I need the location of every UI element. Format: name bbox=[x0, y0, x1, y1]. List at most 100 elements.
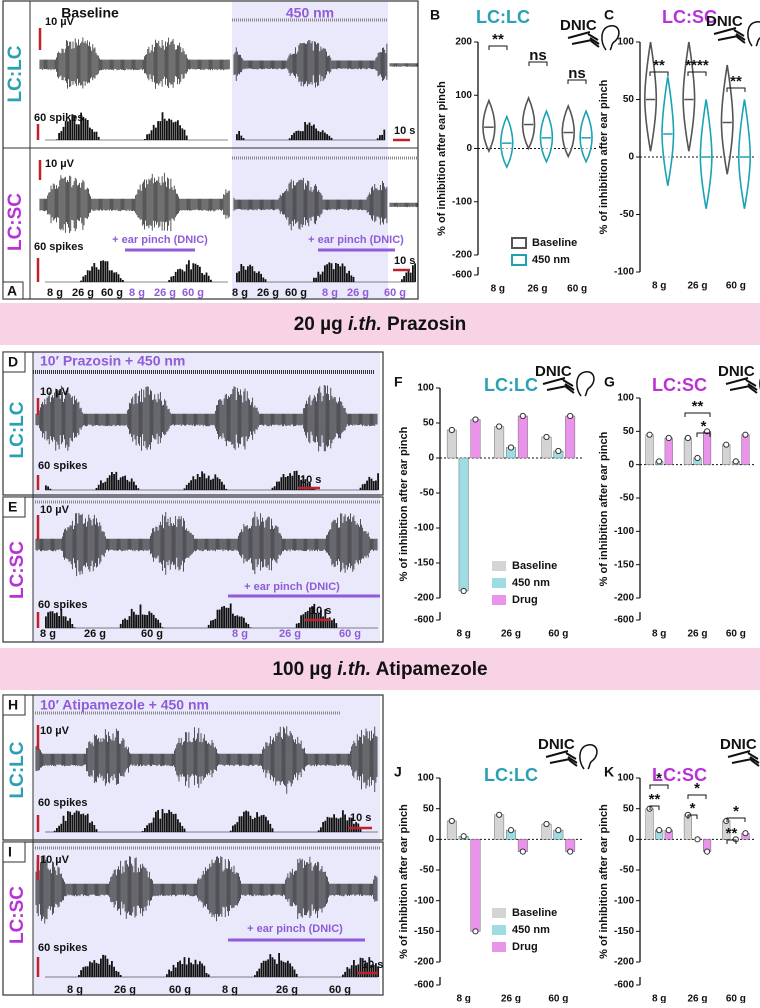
mean-dot bbox=[666, 435, 671, 440]
label: 450 nm bbox=[286, 5, 334, 21]
label: % of inhibition after ear pinch bbox=[398, 426, 410, 581]
bar bbox=[684, 438, 692, 465]
label: 60 g bbox=[329, 984, 351, 996]
label: LC:SC bbox=[5, 193, 26, 251]
bar bbox=[542, 437, 551, 458]
label: K bbox=[604, 764, 614, 780]
label: LC:LC bbox=[7, 741, 28, 798]
mean-dot bbox=[743, 831, 748, 836]
mean-dot bbox=[724, 818, 729, 823]
label: -150 bbox=[414, 558, 434, 569]
label: 60 g bbox=[548, 994, 568, 1003]
legend-swatch bbox=[512, 238, 526, 248]
label: Drug bbox=[512, 941, 538, 953]
label: 60 spikes bbox=[38, 942, 88, 954]
label: 10 s bbox=[350, 812, 371, 824]
label: 60 g bbox=[339, 628, 361, 640]
label: 26 g bbox=[276, 984, 298, 996]
label: ns bbox=[529, 47, 547, 64]
label: 8 g bbox=[652, 629, 666, 640]
label: % of inhibition after ear pinch bbox=[436, 81, 448, 236]
banner: 100 µg i.th. Atipamezole bbox=[272, 659, 487, 680]
label: 10 s bbox=[394, 125, 415, 137]
bar bbox=[665, 438, 673, 465]
label: + ear pinch (DNIC) bbox=[308, 234, 404, 246]
label: 8 g bbox=[67, 984, 83, 996]
label: 200 bbox=[455, 37, 472, 48]
label: 50 bbox=[623, 426, 635, 437]
label: 100 bbox=[617, 393, 634, 404]
bar bbox=[646, 435, 654, 465]
label: LC:SC bbox=[7, 886, 28, 944]
label: 60 g bbox=[141, 628, 163, 640]
label: 60 spikes bbox=[38, 460, 88, 472]
mean-dot bbox=[657, 459, 662, 464]
mean-dot bbox=[449, 818, 454, 823]
dose: 100 µg bbox=[272, 659, 332, 680]
label: 26 g bbox=[687, 281, 707, 292]
label: **** bbox=[685, 57, 709, 74]
mean-dot bbox=[556, 828, 561, 833]
label: 100 bbox=[617, 773, 634, 784]
label: LC:LC bbox=[476, 7, 530, 27]
label: -200 bbox=[414, 957, 434, 968]
ear-icon bbox=[748, 22, 760, 46]
label: -600 bbox=[452, 270, 472, 281]
trace bbox=[390, 63, 418, 67]
label: * bbox=[701, 418, 707, 435]
label: C bbox=[604, 7, 614, 23]
mean-dot bbox=[733, 459, 738, 464]
label: 450 nm bbox=[512, 924, 550, 936]
label: 10 s bbox=[310, 605, 331, 617]
dose: 20 µg bbox=[294, 314, 343, 335]
mean-dot bbox=[520, 413, 525, 418]
label: 10 s bbox=[362, 959, 383, 971]
mean-dot bbox=[695, 455, 700, 460]
label: 26 g bbox=[527, 284, 547, 295]
mean-dot bbox=[461, 588, 466, 593]
mean-dot bbox=[473, 417, 478, 422]
label: ** bbox=[726, 825, 738, 842]
label: % of inhibition after ear pinch bbox=[598, 804, 610, 959]
label: 10′ Prazosin + 450 nm bbox=[40, 353, 185, 369]
label: 26 g bbox=[347, 287, 369, 299]
bar bbox=[494, 427, 503, 459]
label: LC:LC bbox=[484, 375, 538, 395]
label: -600 bbox=[614, 980, 634, 991]
mean-dot bbox=[461, 834, 466, 839]
bar bbox=[471, 839, 480, 931]
label: 8 g bbox=[47, 287, 63, 299]
legend-swatch bbox=[492, 561, 506, 571]
trace bbox=[40, 173, 229, 234]
label: + ear pinch (DNIC) bbox=[112, 234, 208, 246]
label: 0 bbox=[628, 459, 634, 470]
label: D bbox=[8, 354, 18, 370]
label: ** bbox=[649, 791, 661, 808]
violin bbox=[700, 100, 712, 209]
bar bbox=[565, 416, 574, 458]
label: I bbox=[8, 844, 12, 860]
label: Baseline bbox=[532, 237, 577, 249]
dnic-icon bbox=[728, 751, 759, 766]
label: -200 bbox=[614, 593, 634, 604]
label: -150 bbox=[614, 926, 634, 937]
label: -50 bbox=[420, 488, 435, 499]
legend-swatch bbox=[492, 595, 506, 605]
label: 8 g bbox=[491, 284, 505, 295]
legend-swatch bbox=[492, 578, 506, 588]
label: 8 g bbox=[322, 287, 338, 299]
label: 60 spikes bbox=[38, 599, 88, 611]
label: ** bbox=[692, 398, 704, 415]
violin bbox=[739, 100, 750, 209]
bar bbox=[494, 815, 503, 840]
label: 60 g bbox=[101, 287, 123, 299]
label: 450 nm bbox=[532, 254, 570, 266]
label: 50 bbox=[623, 803, 635, 814]
bar bbox=[471, 420, 480, 459]
label: 26 g bbox=[257, 287, 279, 299]
label: 26 g bbox=[84, 628, 106, 640]
route: i.th. bbox=[337, 659, 371, 680]
mean-dot bbox=[695, 837, 700, 842]
legend-swatch bbox=[512, 255, 526, 265]
dnic-icon bbox=[714, 28, 745, 43]
